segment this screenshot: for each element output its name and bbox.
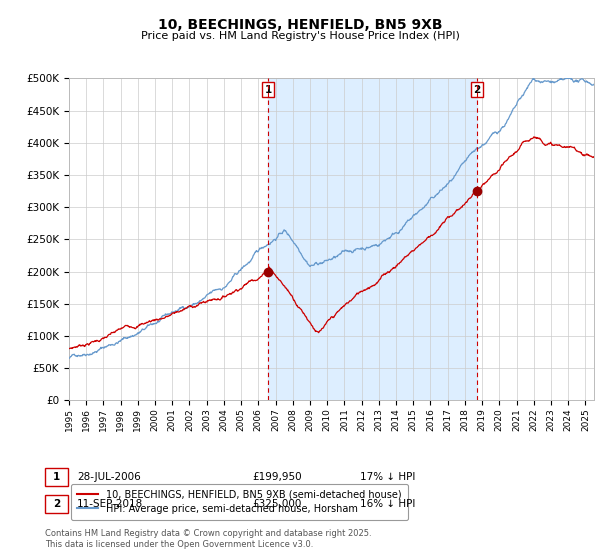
Text: Contains HM Land Registry data © Crown copyright and database right 2025.
This d: Contains HM Land Registry data © Crown c… [45, 529, 371, 549]
Text: 1: 1 [53, 472, 60, 482]
Legend: 10, BEECHINGS, HENFIELD, BN5 9XB (semi-detached house), HPI: Average price, semi: 10, BEECHINGS, HENFIELD, BN5 9XB (semi-d… [71, 484, 407, 520]
Text: 2: 2 [473, 85, 481, 95]
Text: 28-JUL-2006: 28-JUL-2006 [77, 472, 140, 482]
Text: £199,950: £199,950 [252, 472, 302, 482]
Text: 16% ↓ HPI: 16% ↓ HPI [360, 499, 415, 509]
Text: Price paid vs. HM Land Registry's House Price Index (HPI): Price paid vs. HM Land Registry's House … [140, 31, 460, 41]
Text: 1: 1 [265, 85, 272, 95]
Bar [268, 78, 477, 400]
Text: £325,000: £325,000 [252, 499, 301, 509]
Text: 2: 2 [53, 499, 60, 509]
Text: 10, BEECHINGS, HENFIELD, BN5 9XB: 10, BEECHINGS, HENFIELD, BN5 9XB [158, 18, 442, 32]
Text: 11-SEP-2018: 11-SEP-2018 [77, 499, 143, 509]
Text: 17% ↓ HPI: 17% ↓ HPI [360, 472, 415, 482]
